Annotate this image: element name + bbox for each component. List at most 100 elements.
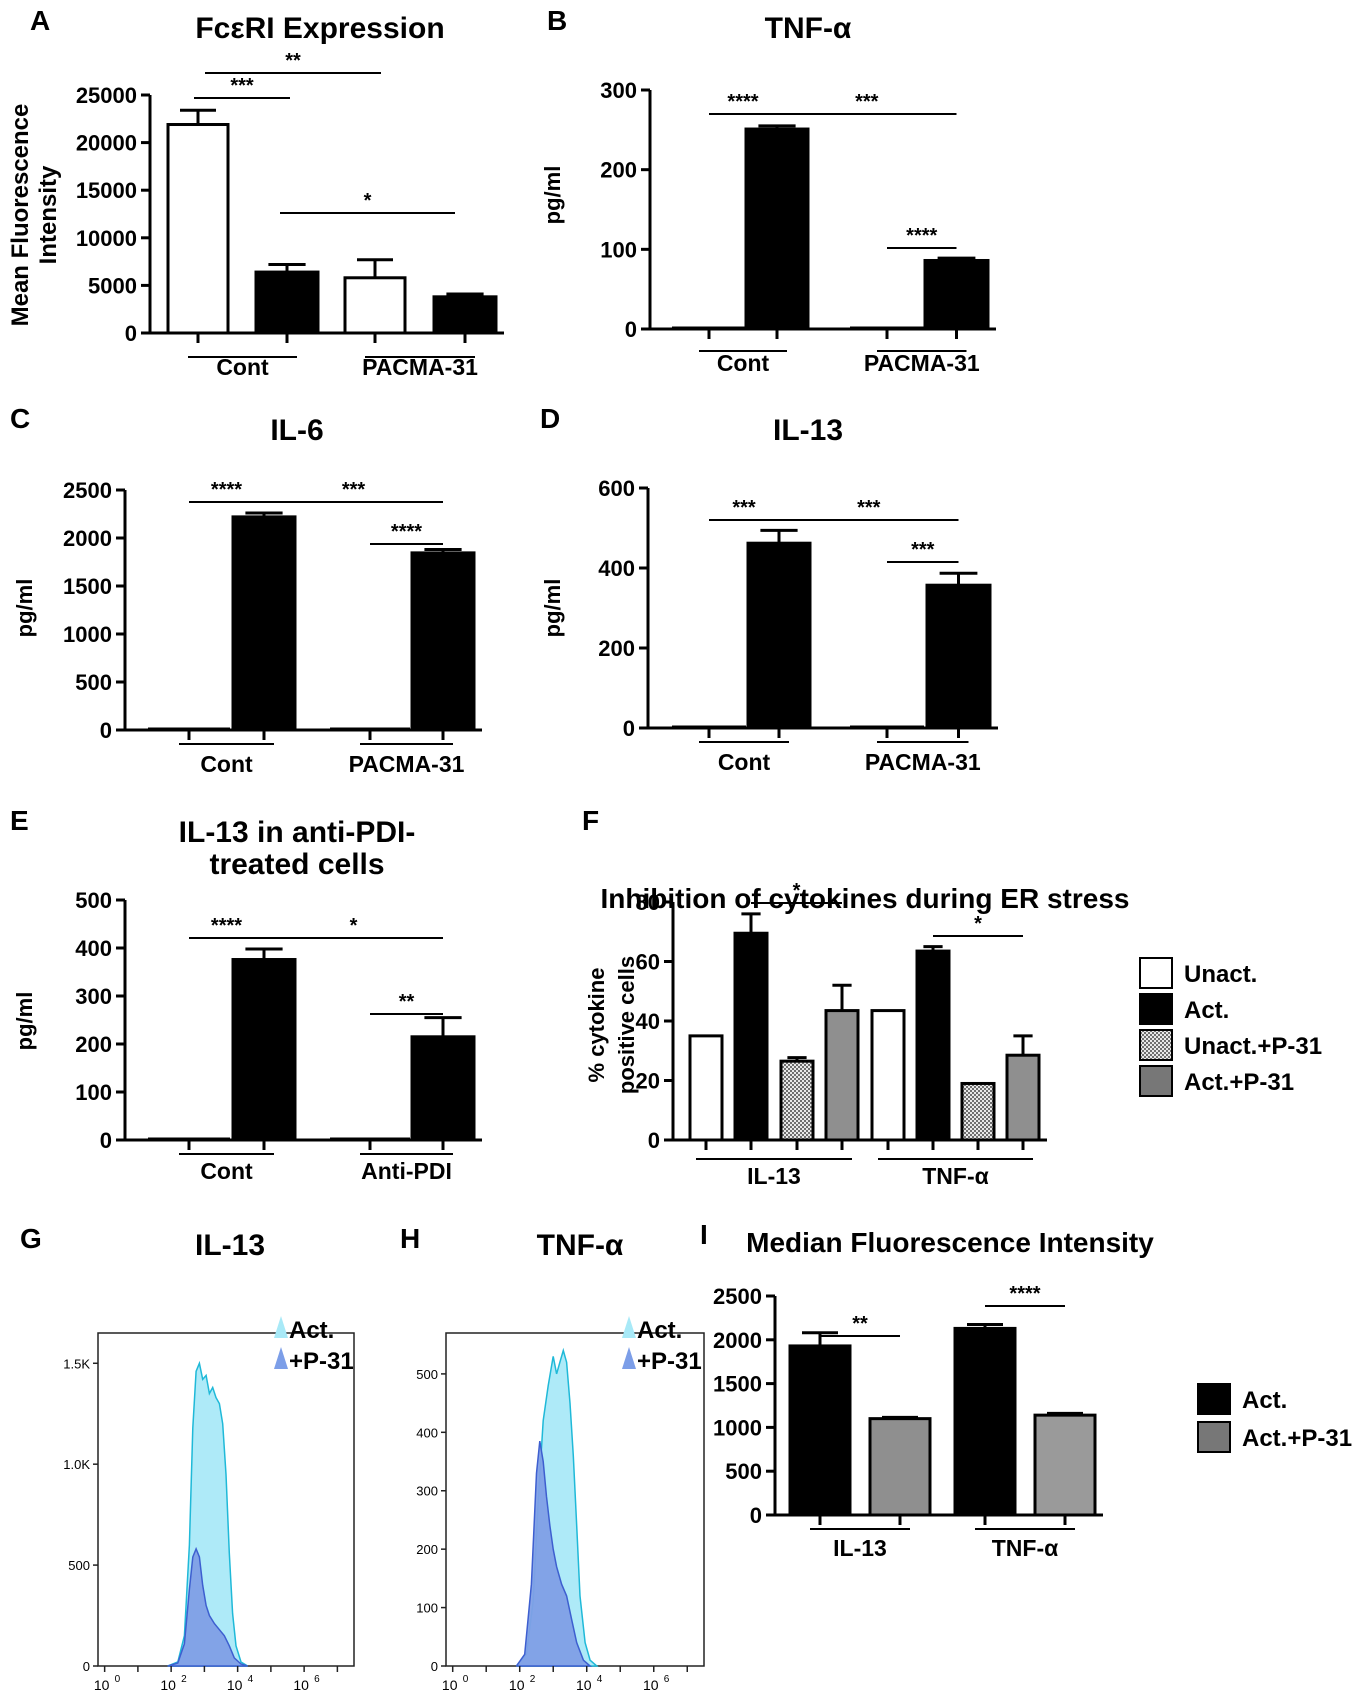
panel-label-I: I (700, 1219, 708, 1250)
group-label-F-0: IL-13 (747, 1163, 801, 1189)
bar-F-1 (733, 931, 769, 1142)
bar-F-3 (824, 1009, 860, 1142)
x-tick-label-base-H-3: 10 (643, 1677, 659, 1693)
bar-F-5 (915, 949, 951, 1142)
y-tick-label-C: 2500 (63, 478, 112, 503)
legend-marker-H-1 (622, 1347, 636, 1369)
y-tick-label-D: 0 (623, 716, 635, 741)
x-tick-label-exp-H-3: 6 (664, 1674, 670, 1685)
significance-label-F-1: * (974, 913, 982, 935)
y-tick-label-D: 600 (598, 476, 635, 501)
bar-A-2 (343, 276, 407, 335)
chart-title-A: FcεRI Expression (195, 12, 444, 45)
y-tick-label-I: 1000 (713, 1415, 762, 1440)
y-tick-label-C: 2000 (63, 526, 112, 551)
y-tick-label-D: 200 (598, 636, 635, 661)
chart-title-E: IL-13 in anti-PDI- (179, 816, 416, 849)
y-tick-label-E: 300 (75, 984, 112, 1009)
group-label-E-0: Cont (200, 1158, 253, 1184)
legend-label-G-0: Act. (289, 1317, 334, 1344)
x-tick-label-exp-G-3: 6 (314, 1674, 320, 1685)
x-tick-label-base-H-2: 10 (576, 1677, 592, 1693)
significance-label-E-1: * (350, 915, 358, 937)
y-tick-label-C: 500 (75, 670, 112, 695)
y-tick-label-G: 1.0K (63, 1457, 90, 1472)
y-tick-label-G: 500 (68, 1558, 90, 1573)
chart-title-line2-E: treated cells (209, 848, 384, 881)
y-tick-label-C: 1000 (63, 622, 112, 647)
significance-label-E-2: ** (399, 991, 415, 1013)
bar-C-3 (410, 551, 476, 732)
bar-I-2 (953, 1326, 1017, 1517)
y-tick-label-E: 0 (100, 1128, 112, 1153)
y-tick-label-E: 500 (75, 888, 112, 913)
group-label-I-1: TNF-α (992, 1535, 1059, 1561)
legend-label-F-1: Act. (1184, 997, 1229, 1024)
y-tick-label-G: 0 (83, 1659, 90, 1674)
legend-swatch-I-1 (1197, 1421, 1231, 1453)
legend-label-I-1: Act.+P-31 (1242, 1425, 1352, 1452)
significance-label-D-2: *** (911, 539, 935, 561)
x-tick-label-base-G-2: 10 (227, 1677, 243, 1693)
legend-label-F-3: Act.+P-31 (1184, 1069, 1294, 1096)
y-tick-label-F: 0 (648, 1128, 660, 1153)
y-tick-label-F: 20 (636, 1069, 660, 1094)
significance-label-C-1: *** (342, 479, 366, 501)
bar-F-7 (1005, 1053, 1041, 1142)
x-tick-label-base-H-0: 10 (442, 1677, 458, 1693)
y-tick-label-H: 500 (416, 1367, 438, 1382)
group-label-A-0: Cont (216, 354, 269, 380)
group-label-D-0: Cont (718, 749, 771, 775)
histogram-series-G-0 (167, 1360, 248, 1667)
y-tick-label-E: 100 (75, 1080, 112, 1105)
chart-title-G: IL-13 (195, 1229, 265, 1262)
y-tick-label-H: 200 (416, 1542, 438, 1557)
chart-title-H: TNF-α (537, 1229, 624, 1262)
y-axis-label-E: pg/ml (12, 992, 37, 1051)
histogram-series-H-1 (515, 1440, 593, 1667)
significance-label-A-0: *** (230, 75, 254, 97)
bar-B-3 (923, 258, 990, 331)
x-tick-label-base-G-0: 10 (94, 1677, 110, 1693)
bar-A-3 (432, 295, 498, 335)
panel-label-D: D (540, 403, 560, 434)
x-tick-label-base-G-1: 10 (160, 1677, 176, 1693)
significance-label-C-2: **** (391, 521, 422, 543)
y-tick-label-A: 0 (125, 321, 137, 346)
legend-label-G-1: +P-31 (289, 1348, 354, 1375)
legend-swatch-F-0 (1139, 957, 1173, 989)
y-tick-label-H: 400 (416, 1425, 438, 1440)
x-tick-label-base-H-1: 10 (509, 1677, 525, 1693)
significance-label-D-1: *** (857, 497, 881, 519)
x-tick-label-exp-G-2: 4 (248, 1674, 254, 1685)
legend-swatch-F-1 (1139, 993, 1173, 1025)
y-tick-label-I: 500 (725, 1459, 762, 1484)
significance-label-B-1: *** (855, 91, 879, 113)
significance-label-A-1: ** (285, 50, 301, 72)
y-tick-label-B: 300 (600, 78, 637, 103)
legend-label-H-1: +P-31 (637, 1348, 702, 1375)
panel-label-G: G (20, 1223, 42, 1254)
bar-I-1 (868, 1417, 932, 1517)
significance-label-B-0: **** (727, 91, 758, 113)
legend-swatch-F-2 (1139, 1029, 1173, 1061)
y-axis-label-C: pg/ml (12, 579, 37, 638)
bar-I-0 (788, 1344, 852, 1517)
bar-D-3 (925, 583, 992, 730)
y-tick-label-A: 10000 (76, 226, 137, 251)
significance-label-C-0: **** (211, 479, 242, 501)
bar-F-2 (779, 1059, 815, 1142)
group-label-D-1: PACMA-31 (865, 749, 981, 775)
y-tick-label-B: 200 (600, 158, 637, 183)
panel-label-A: A (30, 5, 50, 36)
y-tick-label-G: 1.5K (63, 1356, 90, 1371)
x-tick-label-exp-G-0: 0 (115, 1674, 121, 1685)
chart-title-F: Inhibition of cytokines during ER stress (601, 883, 1130, 914)
chart-title-C: IL-6 (270, 414, 323, 447)
y-tick-label-F: 80 (636, 890, 660, 915)
legend-marker-G-0 (274, 1316, 288, 1338)
y-tick-label-A: 20000 (76, 131, 137, 156)
y-tick-label-I: 1500 (713, 1372, 762, 1397)
bar-D-1 (746, 541, 812, 730)
